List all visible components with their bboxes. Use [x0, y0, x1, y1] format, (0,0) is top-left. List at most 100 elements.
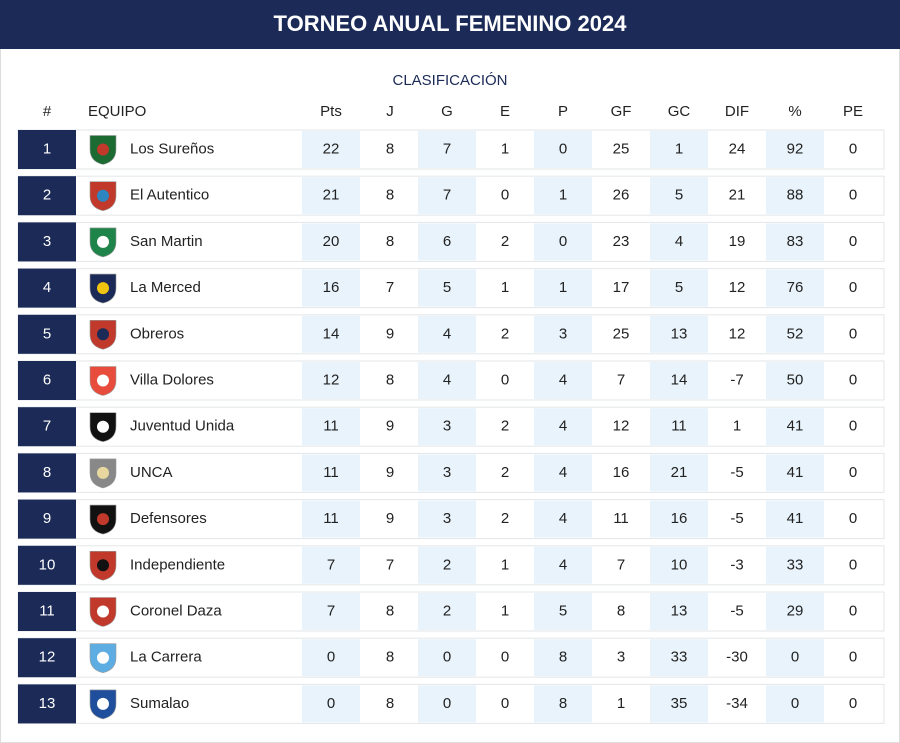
team-logo-detail — [97, 189, 109, 202]
team-logo-detail — [97, 697, 109, 710]
stat-cell: 25 — [613, 140, 630, 157]
stat-cell: 25 — [613, 325, 630, 342]
stat-cell: 5 — [675, 187, 683, 204]
shaded-cell — [534, 131, 592, 168]
stat-cell: 13 — [671, 602, 688, 619]
stat-cell: 22 — [323, 140, 340, 157]
stat-cell: 33 — [787, 556, 804, 573]
stat-cell: 0 — [559, 233, 567, 250]
team-logo-detail — [97, 559, 109, 572]
stat-cell: 0 — [791, 649, 799, 666]
team-logo-detail — [97, 143, 109, 156]
shaded-cell — [650, 500, 708, 538]
stat-cell: 4 — [559, 464, 567, 481]
stat-cell: 19 — [729, 233, 746, 250]
column-header: GF — [611, 103, 632, 120]
shaded-cell — [534, 546, 592, 584]
stat-cell: 0 — [327, 649, 335, 666]
stat-cell: 0 — [849, 371, 857, 388]
team-name: Defensores — [130, 510, 207, 527]
stat-cell: 8 — [386, 649, 394, 666]
shaded-cell — [302, 593, 360, 630]
shaded-cell — [650, 362, 708, 399]
stat-cell: 12 — [729, 325, 746, 342]
stat-cell: 0 — [443, 649, 451, 666]
stat-cell: 1 — [501, 602, 509, 619]
stat-cell: 7 — [327, 602, 335, 619]
stat-cell: 3 — [443, 418, 451, 435]
position: 9 — [43, 510, 51, 527]
stat-cell: 50 — [787, 371, 804, 388]
shaded-cell — [766, 639, 824, 677]
team-name: La Merced — [130, 279, 201, 296]
shaded-cell — [418, 131, 476, 168]
shaded-cell — [418, 639, 476, 677]
column-header: # — [43, 103, 52, 120]
shaded-cell — [766, 408, 824, 446]
stat-cell: 21 — [323, 187, 340, 204]
shaded-cell — [650, 639, 708, 677]
position-cell — [18, 222, 76, 262]
stat-cell: 0 — [501, 187, 509, 204]
position-cell — [18, 130, 76, 169]
stat-cell: 83 — [787, 233, 804, 250]
shaded-cell — [650, 269, 708, 307]
stat-cell: 7 — [617, 556, 625, 573]
shaded-cell — [418, 408, 476, 446]
stat-cell: 6 — [443, 233, 451, 250]
stat-cell: 7 — [327, 556, 335, 573]
stat-cell: 41 — [787, 464, 804, 481]
stat-cell: 9 — [386, 464, 394, 481]
team-logo-detail — [97, 466, 109, 479]
stat-cell: 0 — [443, 695, 451, 712]
stat-cell: 4 — [559, 371, 567, 388]
stat-cell: 10 — [671, 556, 688, 573]
shaded-cell — [534, 500, 592, 538]
position: 6 — [43, 371, 51, 388]
stat-cell: 12 — [729, 279, 746, 296]
stat-cell: 16 — [613, 464, 630, 481]
stat-cell: -5 — [730, 464, 743, 481]
shaded-cell — [302, 315, 360, 353]
stat-cell: 33 — [671, 649, 688, 666]
stat-cell: 7 — [386, 556, 394, 573]
stat-cell: 2 — [501, 464, 509, 481]
stat-cell: 0 — [849, 695, 857, 712]
position-cell — [18, 314, 76, 354]
team-logo-detail — [97, 235, 109, 248]
shaded-cell — [302, 546, 360, 584]
stat-cell: -5 — [730, 510, 743, 527]
stat-cell: 0 — [501, 695, 509, 712]
shaded-cell — [650, 223, 708, 261]
column-header: DIF — [725, 103, 749, 120]
position-cell — [18, 592, 76, 631]
stat-cell: 0 — [849, 325, 857, 342]
shaded-cell — [418, 223, 476, 261]
position-cell — [18, 499, 76, 539]
stat-cell: 2 — [501, 233, 509, 250]
shaded-cell — [302, 362, 360, 399]
shaded-cell — [766, 362, 824, 399]
stat-cell: 41 — [787, 418, 804, 435]
shaded-cell — [650, 315, 708, 353]
stat-cell: 0 — [849, 464, 857, 481]
stat-cell: 1 — [733, 418, 741, 435]
stat-cell: 11 — [323, 464, 339, 481]
stat-cell: 1 — [559, 279, 567, 296]
shaded-cell — [302, 131, 360, 168]
stat-cell: 8 — [559, 649, 567, 666]
stat-cell: 1 — [501, 556, 509, 573]
page-title: TORNEO ANUAL FEMENINO 2024 — [274, 11, 628, 36]
shaded-cell — [650, 177, 708, 215]
shaded-cell — [766, 315, 824, 353]
stat-cell: 88 — [787, 187, 804, 204]
stat-cell: 14 — [671, 371, 688, 388]
stat-cell: 16 — [671, 510, 688, 527]
position-cell — [18, 638, 76, 678]
stat-cell: -34 — [726, 695, 748, 712]
shaded-cell — [302, 685, 360, 723]
stat-cell: 0 — [849, 602, 857, 619]
position: 3 — [43, 233, 51, 250]
column-header: GC — [668, 103, 691, 120]
stat-cell: 0 — [501, 649, 509, 666]
